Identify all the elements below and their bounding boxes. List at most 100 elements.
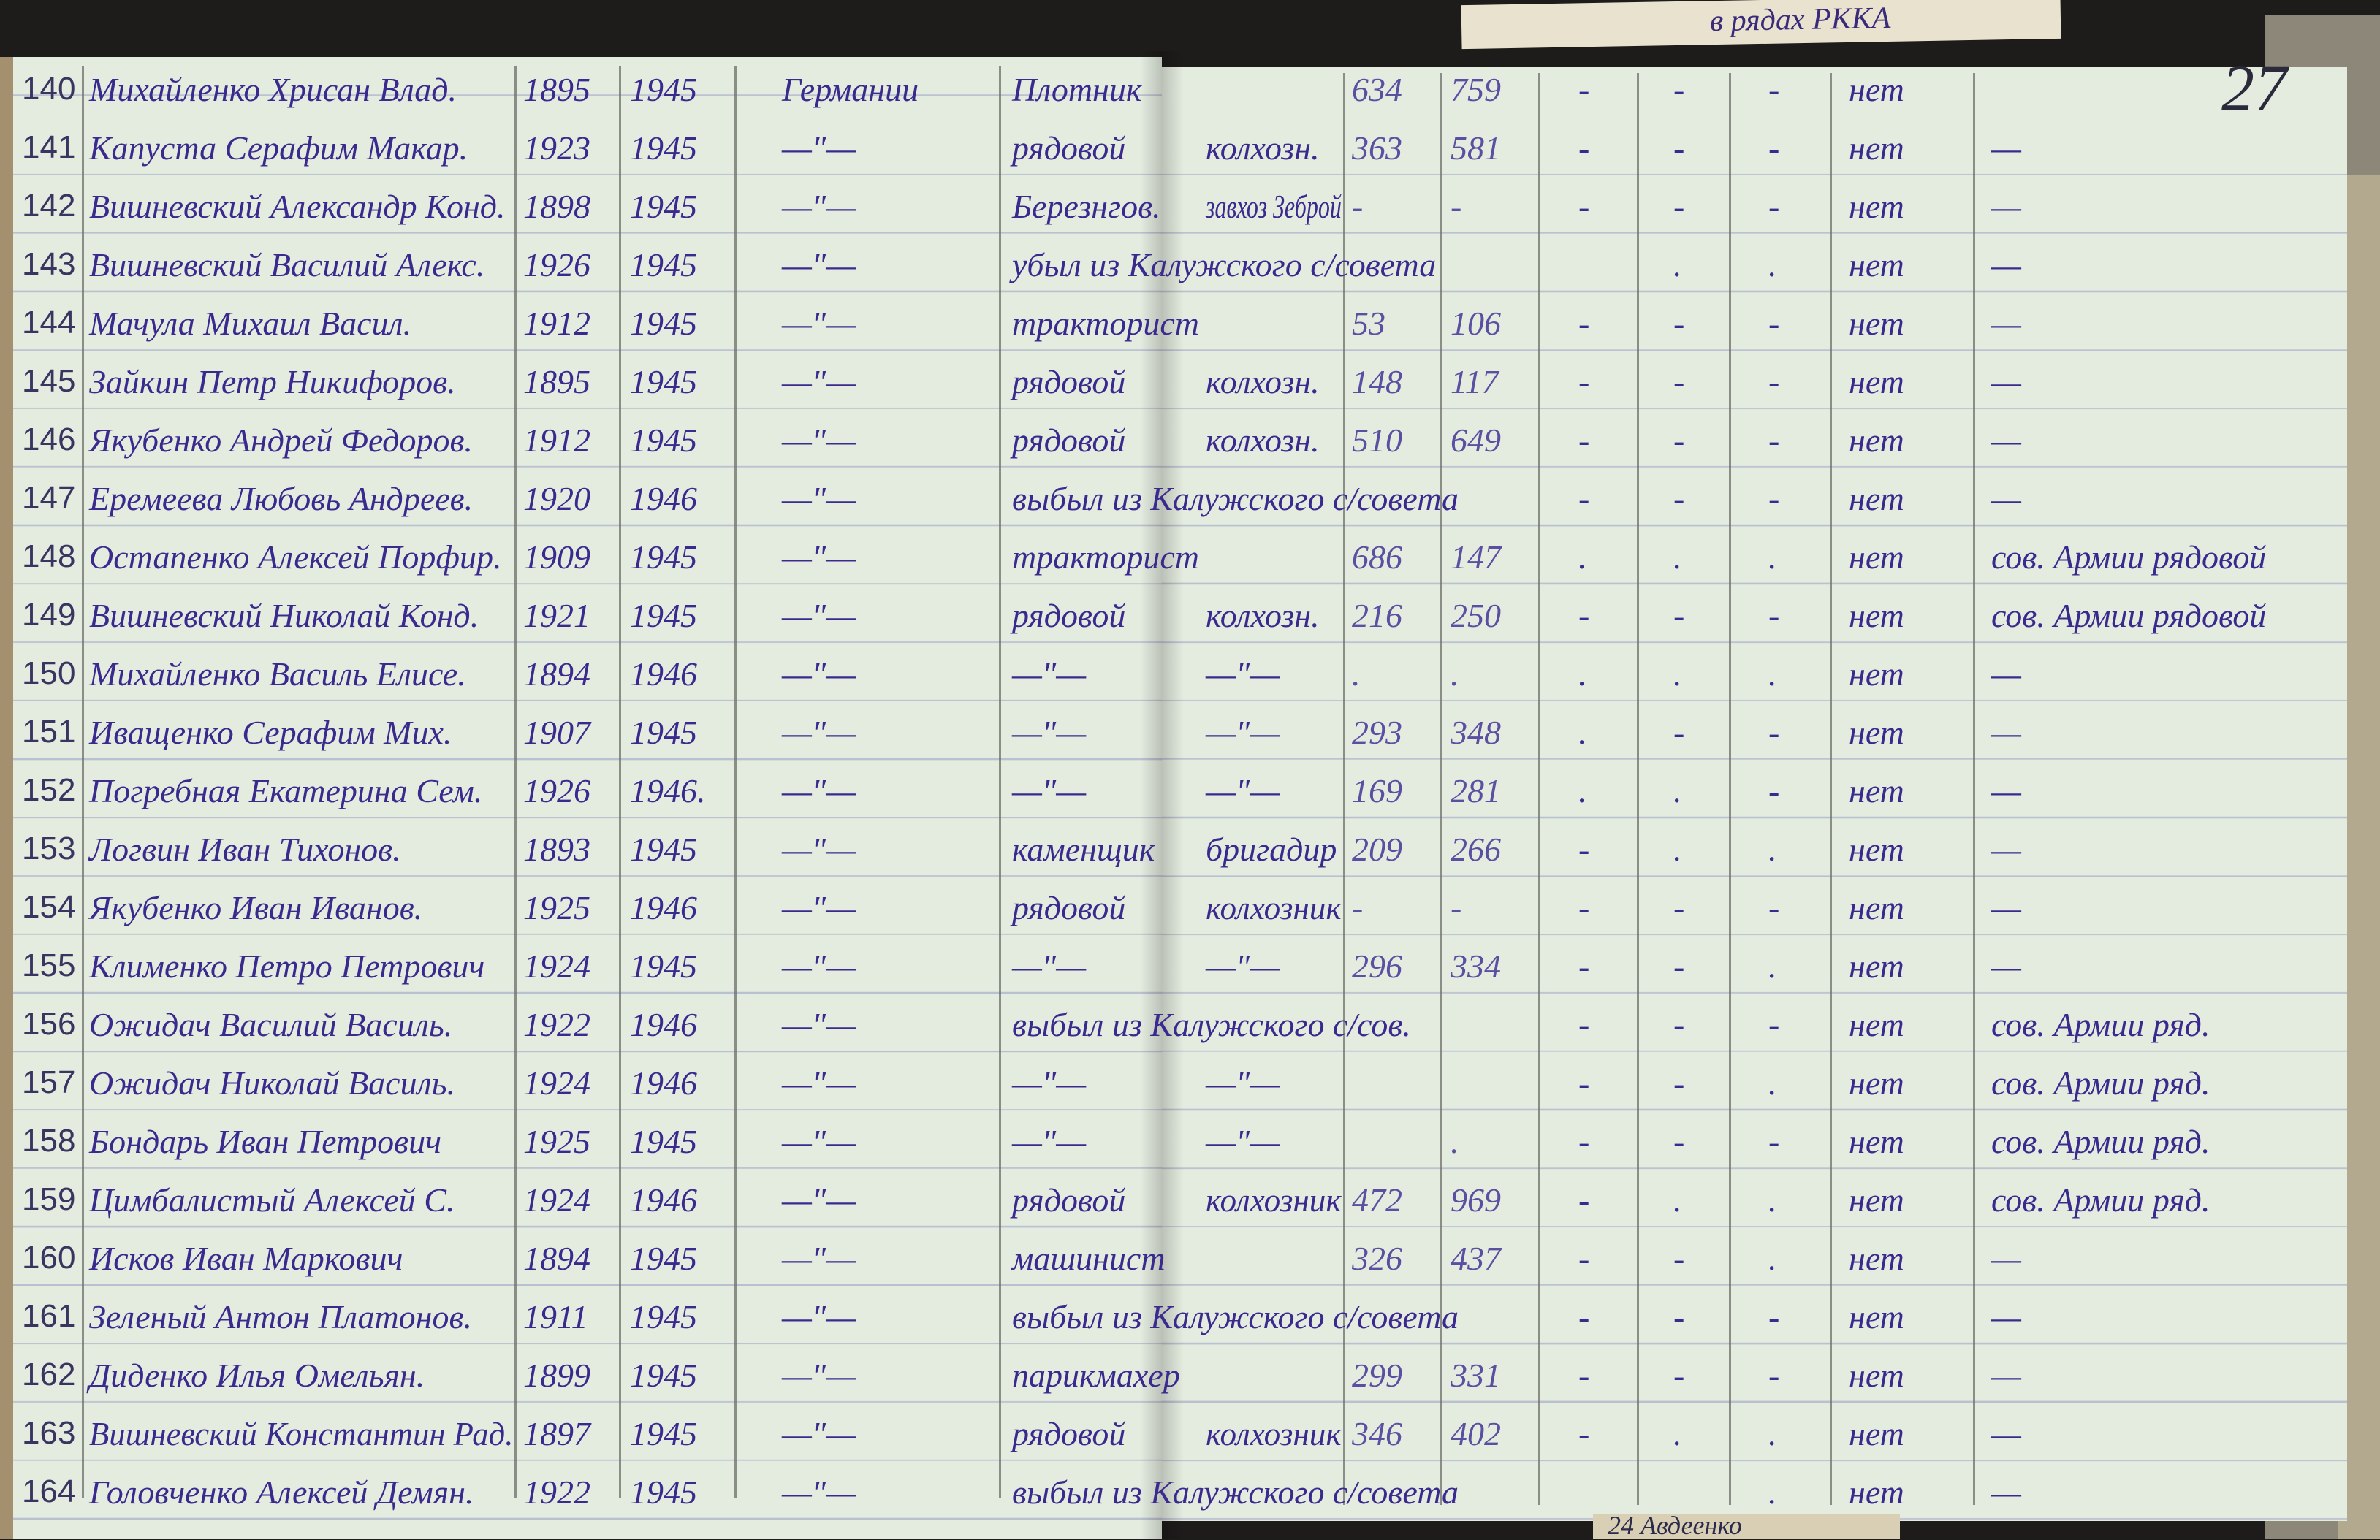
cell-pos: —"— bbox=[1012, 772, 1087, 809]
cell-n1: 169 bbox=[1352, 772, 1402, 809]
cell-d3: - bbox=[1768, 1357, 1780, 1394]
cell-d1: - bbox=[1578, 480, 1590, 517]
cell-n1: - bbox=[1352, 889, 1364, 926]
right-page bbox=[1162, 67, 2347, 1521]
cell-note: — bbox=[1991, 1240, 2021, 1277]
cell-pos: тракторист bbox=[1012, 538, 1199, 576]
cell-d2: - bbox=[1673, 129, 1685, 167]
cell-d3: - bbox=[1768, 1298, 1780, 1335]
cell-note: — bbox=[1991, 831, 2021, 868]
cell-d2: - bbox=[1673, 71, 1685, 108]
cell-n2: 969 bbox=[1451, 1181, 1501, 1219]
cell-d2: - bbox=[1673, 480, 1685, 517]
cell-net: нет bbox=[1849, 889, 1904, 926]
cell-role: —"— bbox=[1206, 1123, 1280, 1160]
cell-note: сов. Армии рядовой bbox=[1991, 597, 2267, 634]
cell-name: Вишневский Василий Алекс. bbox=[89, 246, 485, 283]
cell-d1: . bbox=[1578, 655, 1587, 693]
cell-no: 158 bbox=[22, 1123, 76, 1159]
cell-name: Иващенко Серафим Мих. bbox=[89, 714, 452, 751]
cell-no: 163 bbox=[22, 1415, 76, 1451]
cell-pos: рядовой bbox=[1012, 1415, 1126, 1452]
cell-net: нет bbox=[1849, 714, 1904, 751]
cell-born: 1924 bbox=[523, 1181, 590, 1219]
cell-no: 155 bbox=[22, 948, 76, 983]
cell-note: — bbox=[1991, 1298, 2021, 1335]
cell-d3: . bbox=[1768, 1415, 1777, 1452]
cell-note: — bbox=[1991, 129, 2021, 167]
cell-year: 1946 bbox=[630, 1181, 697, 1219]
cell-born: 1926 bbox=[523, 772, 590, 809]
cell-no: 147 bbox=[22, 480, 76, 516]
cell-n1: 148 bbox=[1352, 363, 1402, 400]
column-rule bbox=[1973, 73, 1975, 1505]
cell-n1: 686 bbox=[1352, 538, 1402, 576]
cell-d1: - bbox=[1578, 71, 1590, 108]
cell-year: 1945 bbox=[630, 831, 697, 868]
cell-born: 1926 bbox=[523, 246, 590, 283]
cell-note: — bbox=[1991, 889, 2021, 926]
cell-name: Еремеева Любовь Андреев. bbox=[89, 480, 474, 517]
cell-name: Исков Иван Маркович bbox=[89, 1240, 403, 1277]
cell-d2: . bbox=[1673, 655, 1682, 693]
cell-n2: 106 bbox=[1451, 305, 1501, 342]
cell-d3: - bbox=[1768, 71, 1780, 108]
cell-name: Ожидач Василий Василь. bbox=[89, 1006, 453, 1043]
cell-born: 1907 bbox=[523, 714, 590, 751]
cell-no: 141 bbox=[22, 129, 76, 165]
cell-d3: . bbox=[1768, 538, 1777, 576]
cell-from: Германии bbox=[782, 71, 919, 108]
cell-from: —"— bbox=[782, 655, 856, 693]
cell-d3: - bbox=[1768, 1123, 1780, 1160]
cell-note: сов. Армии ряд. bbox=[1991, 1064, 2210, 1102]
cell-n1: 472 bbox=[1352, 1181, 1402, 1219]
cell-pos: —"— bbox=[1012, 1123, 1087, 1160]
cell-d3: - bbox=[1768, 597, 1780, 634]
cell-year: 1945 bbox=[630, 305, 697, 342]
cell-note: сов. Армии ряд. bbox=[1991, 1006, 2210, 1043]
cell-name: Михайленко Хрисан Влад. bbox=[89, 71, 457, 108]
cell-pos: рядовой bbox=[1012, 129, 1126, 167]
cell-d2: - bbox=[1673, 1064, 1685, 1102]
cell-born: 1893 bbox=[523, 831, 590, 868]
cell-name: Диденко Илья Омельян. bbox=[89, 1357, 425, 1394]
cell-d3: - bbox=[1768, 422, 1780, 459]
cell-net: нет bbox=[1849, 538, 1904, 576]
cell-name: Капуста Серафим Макар. bbox=[89, 129, 468, 167]
cell-from: —"— bbox=[782, 948, 856, 985]
cell-name: Вишневский Николай Конд. bbox=[89, 597, 479, 634]
cell-net: нет bbox=[1849, 1298, 1904, 1335]
cell-d3: - bbox=[1768, 1006, 1780, 1043]
cell-pos: тракторист bbox=[1012, 305, 1199, 342]
cell-from: —"— bbox=[782, 1181, 856, 1219]
cell-d3: . bbox=[1768, 246, 1777, 283]
cell-d1: - bbox=[1578, 1123, 1590, 1160]
cell-pos: —"— bbox=[1012, 948, 1087, 985]
cell-n2: 437 bbox=[1451, 1240, 1501, 1277]
cell-pos: Плотник bbox=[1012, 71, 1142, 108]
cell-from: —"— bbox=[782, 772, 856, 809]
cell-note: — bbox=[1991, 363, 2021, 400]
cell-n2: 348 bbox=[1451, 714, 1501, 751]
cell-note: — bbox=[1991, 714, 2021, 751]
cell-note: сов. Армии ряд. bbox=[1991, 1181, 2210, 1219]
cell-pos: выбыл из Калужского с/совета bbox=[1012, 1298, 1459, 1335]
cell-year: 1945 bbox=[630, 1415, 697, 1452]
cell-d1: - bbox=[1578, 597, 1590, 634]
cell-from: —"— bbox=[782, 538, 856, 576]
cell-d2: - bbox=[1673, 305, 1685, 342]
bottom-fragment: 24 Авдеенко bbox=[1608, 1511, 1742, 1540]
cell-name: Бондарь Иван Петрович bbox=[89, 1123, 442, 1160]
cell-year: 1946. bbox=[630, 772, 706, 809]
cell-from: —"— bbox=[782, 305, 856, 342]
paper-scrap: в рядах РККА bbox=[1461, 0, 2061, 50]
cell-d2: - bbox=[1673, 948, 1685, 985]
cell-n1: 296 bbox=[1352, 948, 1402, 985]
cell-name: Вишневский Константин Рад. bbox=[89, 1415, 514, 1452]
cell-born: 1909 bbox=[523, 538, 590, 576]
cell-name: Якубенко Иван Иванов. bbox=[89, 889, 423, 926]
column-rule bbox=[619, 66, 621, 1498]
cell-name: Зайкин Петр Никифоров. bbox=[89, 363, 456, 400]
cell-d2: - bbox=[1673, 597, 1685, 634]
cell-d3: . bbox=[1768, 831, 1777, 868]
